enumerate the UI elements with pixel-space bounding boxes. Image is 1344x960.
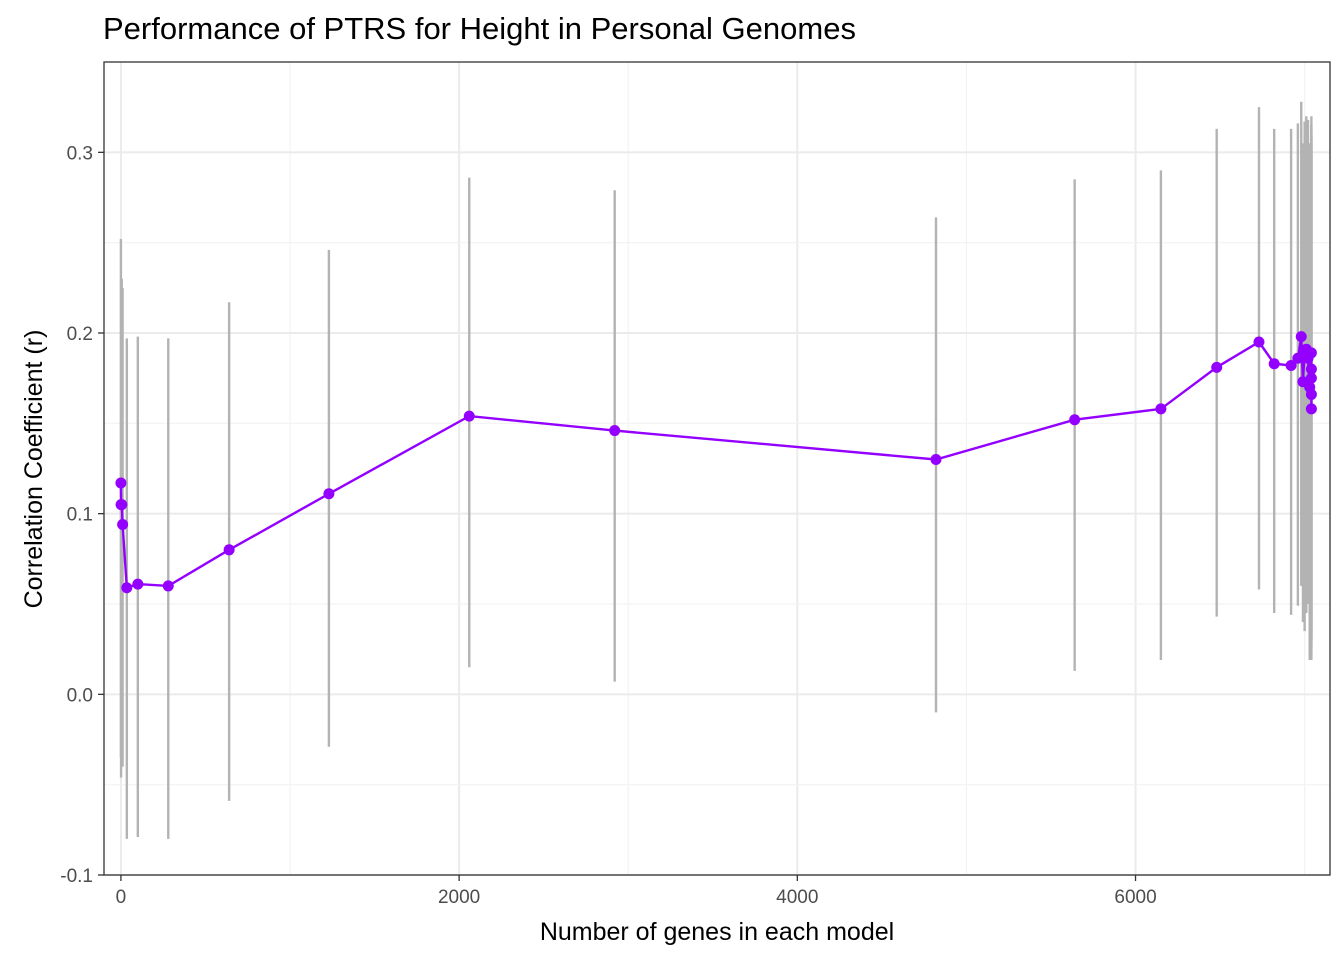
data-points — [115, 331, 1317, 594]
data-point — [463, 410, 475, 422]
chart-title: Performance of PTRS for Height in Person… — [103, 11, 856, 46]
axis-ticks: 0 2000 4000 6000 -0.1 0.0 0.1 0.2 0.3 — [60, 143, 1156, 908]
data-point — [1295, 331, 1307, 343]
data-point — [1268, 358, 1280, 370]
data-point — [1211, 361, 1223, 373]
data-point — [1305, 403, 1317, 415]
panel-border — [103, 61, 1331, 876]
x-tick-label: 4000 — [776, 887, 818, 908]
data-point — [1305, 347, 1317, 359]
x-tick-label: 6000 — [1114, 887, 1156, 908]
data-point — [162, 580, 174, 592]
y-tick-label: 0.3 — [67, 143, 93, 164]
series-line — [119, 336, 1313, 590]
data-point — [117, 519, 129, 531]
grid — [104, 62, 1330, 876]
data-point — [1305, 388, 1317, 400]
y-tick-label: 0.2 — [67, 324, 93, 345]
data-point — [1069, 414, 1081, 426]
data-point — [1285, 360, 1297, 372]
data-point — [115, 477, 127, 489]
data-point — [132, 578, 144, 590]
data-point — [1305, 372, 1317, 384]
x-axis-title: Number of genes in each model — [540, 918, 894, 946]
data-point — [323, 488, 335, 500]
error-bars — [119, 101, 1313, 839]
data-point — [1305, 363, 1317, 375]
data-point — [1253, 336, 1265, 348]
y-axis-title: Correlation Coefficient (r) — [20, 330, 48, 609]
data-point — [116, 499, 128, 511]
data-point — [121, 582, 133, 594]
data-point — [609, 425, 621, 437]
y-tick-label: -0.1 — [60, 866, 93, 887]
y-tick-label: 0.1 — [67, 505, 93, 526]
y-tick-label: 0.0 — [67, 685, 93, 706]
data-point — [223, 544, 235, 556]
data-point — [1155, 403, 1167, 415]
data-point — [930, 453, 942, 465]
x-tick-label: 2000 — [438, 887, 480, 908]
x-tick-label: 0 — [116, 887, 127, 908]
